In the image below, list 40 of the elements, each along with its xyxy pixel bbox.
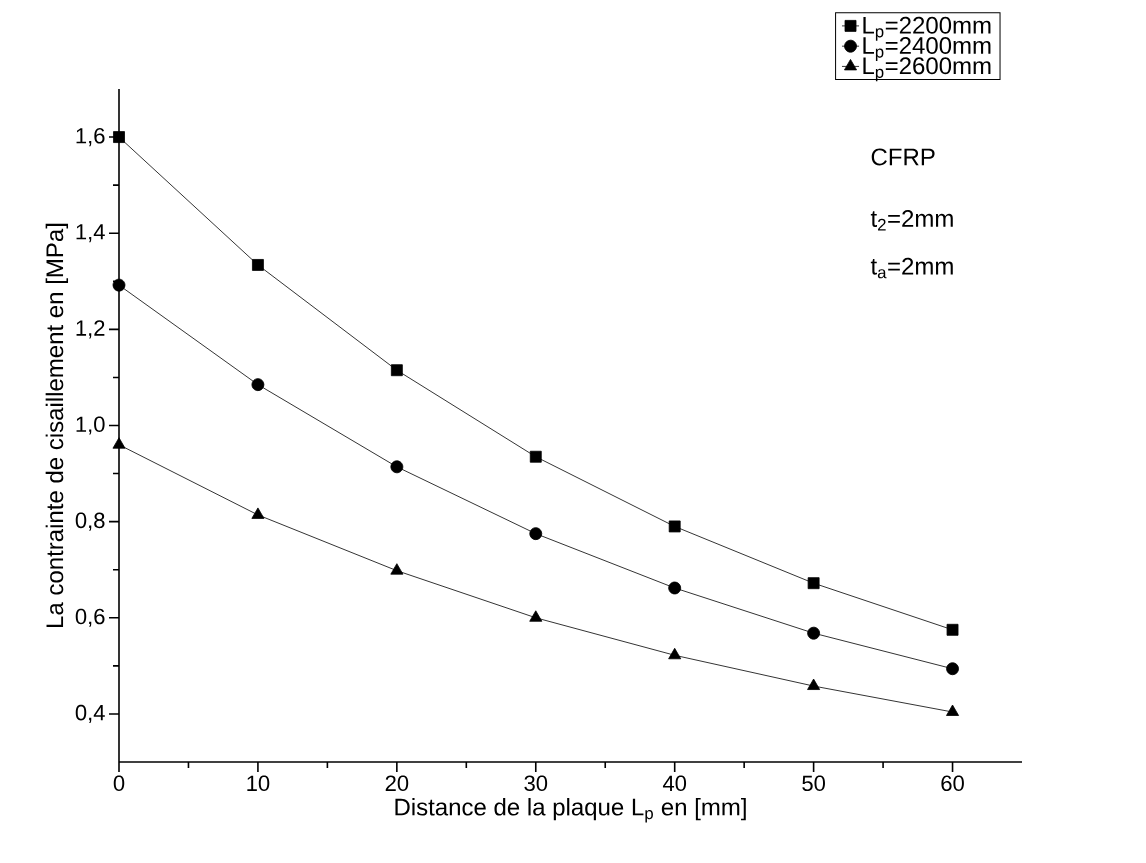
point [668, 647, 682, 660]
annotation: CFRP [871, 148, 935, 166]
y-tick-label: 1,6 [76, 127, 105, 147]
point [946, 704, 959, 716]
point [251, 378, 265, 392]
point [112, 437, 126, 449]
x-axis-title: Distance de la plaque L$_{p}$ en [mm] [395, 797, 746, 823]
point [252, 259, 264, 271]
point [807, 678, 821, 690]
annotation: t$_{a}$=2mm [870, 257, 953, 279]
x-tick-label: 60 [941, 775, 964, 792]
y-tick-label: 1,4 [76, 224, 105, 243]
y-tick-label: 0,4 [75, 704, 105, 724]
y-tick-label: 0,8 [75, 512, 105, 531]
point [113, 131, 125, 143]
point [390, 460, 404, 474]
y-tick-label: 1,0 [76, 416, 105, 435]
x-tick-label: 10 [247, 775, 270, 792]
y-tick-label: 1,2 [76, 320, 105, 339]
y-tick-label: 0,6 [75, 608, 105, 627]
point [668, 581, 682, 595]
point [807, 577, 820, 590]
x-tick-label: 40 [662, 775, 687, 792]
x-tick-label: 20 [385, 775, 409, 792]
point [668, 520, 681, 533]
point [529, 450, 542, 463]
point [112, 278, 126, 292]
point [946, 623, 959, 636]
annotation: t$_{2}$=2mm [870, 210, 953, 231]
x-tick-label: 30 [524, 775, 548, 792]
point [807, 626, 821, 640]
y-axis-title: La contrainte de cisaillement en [MPa] [45, 223, 69, 627]
x-tick-label: 0 [113, 775, 125, 792]
point [529, 610, 543, 622]
point [390, 364, 403, 377]
point [251, 507, 265, 519]
point [946, 662, 959, 676]
point [529, 527, 543, 541]
point [390, 563, 404, 575]
x-tick-label: 50 [802, 775, 825, 792]
